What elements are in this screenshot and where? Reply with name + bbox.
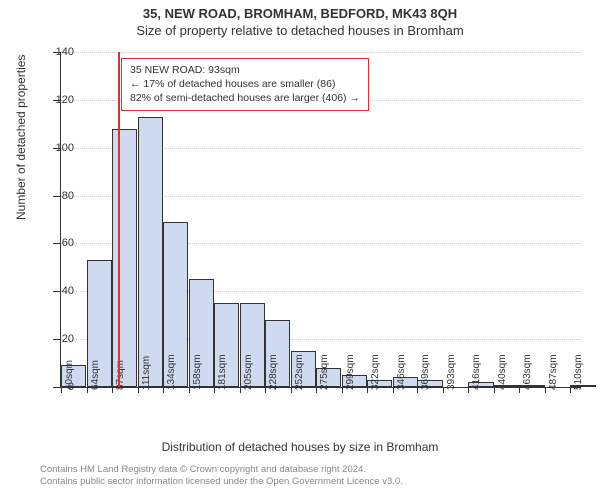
y-tick-label: 20 xyxy=(62,333,74,345)
x-tick-label: 158sqm xyxy=(192,354,203,390)
chart-container: 35, NEW ROAD, BROMHAM, BEDFORD, MK43 8QH… xyxy=(0,0,600,500)
x-tick-label: 252sqm xyxy=(294,354,305,390)
footer: Contains HM Land Registry data © Crown c… xyxy=(40,464,403,489)
x-tick-label: 275sqm xyxy=(319,354,330,390)
x-tick-label: 87sqm xyxy=(115,360,126,390)
x-tick xyxy=(265,387,266,393)
x-tick-label: 487sqm xyxy=(548,354,559,390)
footer-line2: Contains public sector information licen… xyxy=(40,476,403,488)
x-tick xyxy=(163,387,164,393)
x-tick xyxy=(494,387,495,393)
y-axis-title: Number of detached properties xyxy=(14,55,28,220)
y-tick-label: 0 xyxy=(68,381,74,393)
x-tick xyxy=(87,387,88,393)
annotation-box: 35 NEW ROAD: 93sqm ← 17% of detached hou… xyxy=(121,58,369,111)
y-tick xyxy=(53,243,61,244)
x-tick-label: 369sqm xyxy=(420,354,431,390)
x-tick xyxy=(214,387,215,393)
y-tick-label: 60 xyxy=(62,237,74,249)
y-tick xyxy=(53,196,61,197)
x-tick xyxy=(138,387,139,393)
histogram-bar xyxy=(112,129,137,387)
x-tick-label: 111sqm xyxy=(141,356,152,390)
annotation-line3: 82% of semi-detached houses are larger (… xyxy=(130,91,360,105)
x-tick-label: 393sqm xyxy=(446,354,457,390)
annotation-line2: ← 17% of detached houses are smaller (86… xyxy=(130,77,360,91)
x-tick xyxy=(342,387,343,393)
x-tick xyxy=(570,387,571,393)
y-tick-label: 80 xyxy=(62,190,74,202)
x-axis-title: Distribution of detached houses by size … xyxy=(0,440,600,454)
histogram-bar xyxy=(138,117,163,387)
x-tick xyxy=(112,387,113,393)
x-tick xyxy=(367,387,368,393)
x-tick xyxy=(240,387,241,393)
x-tick-label: 322sqm xyxy=(370,354,381,390)
annotation-line1: 35 NEW ROAD: 93sqm xyxy=(130,63,360,77)
x-tick-label: 205sqm xyxy=(243,354,254,390)
x-tick-label: 346sqm xyxy=(396,354,407,390)
subtitle: Size of property relative to detached ho… xyxy=(0,21,600,38)
grid-line xyxy=(61,52,581,53)
x-tick xyxy=(393,387,394,393)
x-tick-label: 440sqm xyxy=(497,354,508,390)
x-tick-label: 416sqm xyxy=(471,354,482,390)
y-tick xyxy=(53,387,61,388)
y-tick-label: 100 xyxy=(56,142,74,154)
x-tick-label: 463sqm xyxy=(522,354,533,390)
x-tick-label: 181sqm xyxy=(217,354,228,390)
x-tick-label: 228sqm xyxy=(268,354,279,390)
x-tick xyxy=(316,387,317,393)
x-tick xyxy=(545,387,546,393)
x-tick xyxy=(61,387,62,393)
y-tick xyxy=(53,339,61,340)
x-tick xyxy=(189,387,190,393)
x-tick-label: 510sqm xyxy=(573,354,584,390)
x-tick-label: 64sqm xyxy=(90,360,101,390)
y-tick-label: 120 xyxy=(56,94,74,106)
x-tick xyxy=(443,387,444,393)
address-title: 35, NEW ROAD, BROMHAM, BEDFORD, MK43 8QH xyxy=(0,0,600,21)
x-tick xyxy=(417,387,418,393)
footer-line1: Contains HM Land Registry data © Crown c… xyxy=(40,464,403,476)
x-tick xyxy=(519,387,520,393)
plot-area: 40sqm64sqm87sqm111sqm134sqm158sqm181sqm2… xyxy=(60,52,581,388)
y-tick-label: 40 xyxy=(62,285,74,297)
x-tick-label: 299sqm xyxy=(345,354,356,390)
x-tick-label: 134sqm xyxy=(166,354,177,390)
x-tick xyxy=(468,387,469,393)
y-tick xyxy=(53,291,61,292)
x-tick xyxy=(291,387,292,393)
y-tick-label: 140 xyxy=(56,46,74,58)
